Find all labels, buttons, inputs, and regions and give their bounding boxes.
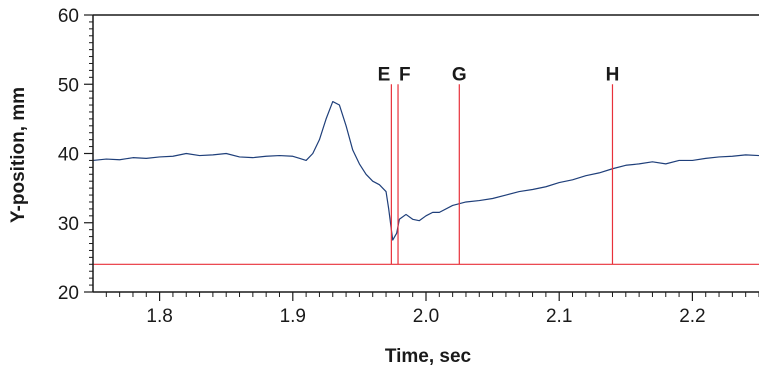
y-tick-label: 30	[58, 214, 79, 235]
x-tick-label: 1.9	[280, 306, 306, 327]
y-axis: 20 30 40 50 60	[58, 6, 94, 304]
marker-label-e: E	[378, 64, 391, 85]
marker-label-f: F	[399, 64, 411, 85]
y-tick-label: 40	[58, 145, 79, 166]
y-axis-title: Y-position, mm	[8, 87, 29, 223]
y-tick-label: 50	[58, 75, 79, 96]
x-tick-label: 2.1	[546, 306, 572, 327]
x-tick-label: 2.0	[413, 306, 439, 327]
x-tick-label: 1.8	[146, 306, 172, 327]
marker-label-g: G	[452, 64, 467, 85]
x-axis: 1.8 1.9 2.0 2.1 2.2	[93, 291, 759, 327]
y-tick-label: 20	[58, 283, 79, 304]
series-line	[92, 100, 759, 241]
x-tick-label: 2.2	[679, 306, 705, 327]
x-axis-title: Time, sec	[385, 346, 472, 367]
marker-label-h: H	[606, 64, 620, 85]
y-tick-label: 60	[58, 6, 79, 27]
